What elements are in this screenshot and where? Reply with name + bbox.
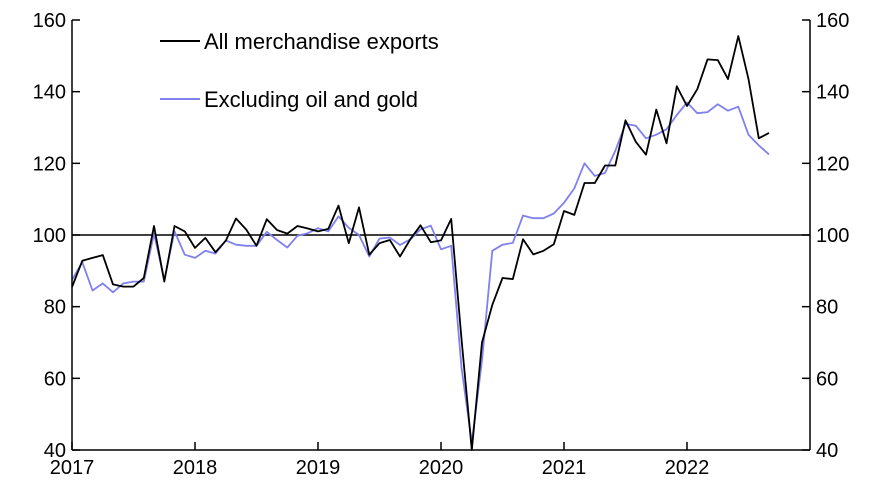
x-tick-label-2017: 2017 [50,457,95,479]
y-tick-label-left-120: 120 [33,153,66,175]
series-line-all-exports [71,35,770,451]
y-tick-label-left-140: 140 [33,82,66,104]
y-tick-label-right-40: 40 [816,440,838,462]
y-tick-label-left-40: 40 [44,440,66,462]
x-ticks: 2017 2018 2019 2020 2021 2022 [50,442,710,479]
x-tick-label-2020: 2020 [419,457,464,479]
legend: All merchandise exports Excluding oil an… [160,29,439,112]
y-tick-label-left-60: 60 [44,368,66,390]
y-tick-label-right-160: 160 [816,10,849,32]
series-line-excluding-oil-gold [71,101,770,444]
y-tick-label-left-80: 80 [44,297,66,319]
x-tick-label-2022: 2022 [665,457,710,479]
x-tick-label-2019: 2019 [296,457,341,479]
y-ticks-right: 40 60 80 100 120 140 160 [802,10,849,462]
y-tick-label-right-100: 100 [816,225,849,247]
legend-label-all-exports: All merchandise exports [204,29,439,54]
y-ticks-left: 40 60 80 100 120 140 160 [33,10,80,462]
y-tick-label-right-80: 80 [816,297,838,319]
y-tick-label-left-100: 100 [33,225,66,247]
y-tick-label-left-160: 160 [33,10,66,32]
x-tick-label-2018: 2018 [173,457,218,479]
y-tick-label-right-60: 60 [816,368,838,390]
chart-frame [71,20,811,451]
legend-item-excluding-oil-gold: Excluding oil and gold [160,87,418,112]
series-lines [71,35,770,451]
y-tick-label-right-140: 140 [816,82,849,104]
legend-item-all-exports: All merchandise exports [160,29,439,54]
x-tick-label-2021: 2021 [542,457,587,479]
y-tick-label-right-120: 120 [816,153,849,175]
legend-label-excluding-oil-gold: Excluding oil and gold [204,87,418,112]
